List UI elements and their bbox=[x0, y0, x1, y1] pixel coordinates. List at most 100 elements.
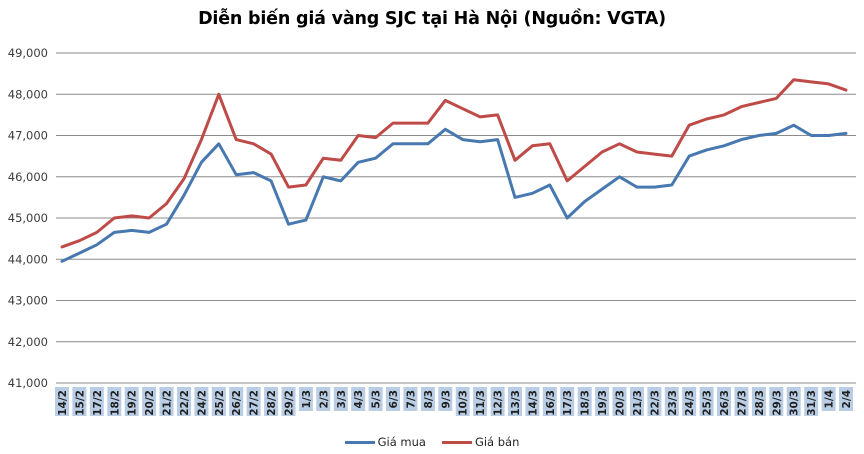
x-tick-highlight bbox=[281, 387, 296, 416]
x-tick-label: 22/3 bbox=[647, 387, 662, 416]
svg-text:21/3: 21/3 bbox=[632, 390, 644, 416]
x-tick-highlight bbox=[316, 387, 331, 411]
y-tick-label: 43,000 bbox=[8, 294, 48, 308]
x-tick-label: 21/2 bbox=[159, 387, 174, 416]
y-tick-label: 44,000 bbox=[8, 252, 48, 266]
svg-text:13/3: 13/3 bbox=[510, 390, 522, 416]
svg-text:7/3: 7/3 bbox=[405, 390, 417, 408]
gia-ban-line-series bbox=[60, 78, 848, 249]
y-tick-label: 46,000 bbox=[8, 170, 48, 184]
x-tick-label: 2/3 bbox=[316, 387, 331, 411]
x-tick-label: 29/2 bbox=[281, 387, 296, 416]
svg-text:18/3: 18/3 bbox=[580, 390, 592, 416]
svg-text:2/4: 2/4 bbox=[841, 390, 853, 408]
x-tick-highlight bbox=[72, 387, 87, 416]
y-tick-label: 49,000 bbox=[8, 46, 48, 60]
x-tick-label: 19/2 bbox=[124, 387, 139, 416]
svg-text:17/2: 17/2 bbox=[92, 390, 104, 416]
x-tick-highlight bbox=[595, 387, 610, 416]
x-tick-highlight bbox=[699, 387, 714, 416]
svg-text:24/3: 24/3 bbox=[684, 390, 696, 416]
x-tick-highlight bbox=[264, 387, 279, 416]
svg-text:6/3: 6/3 bbox=[388, 390, 400, 408]
x-tick-highlight bbox=[473, 387, 488, 416]
svg-text:2/3: 2/3 bbox=[318, 390, 330, 408]
x-tick-label: 26/2 bbox=[229, 387, 244, 416]
x-tick-label: 31/3 bbox=[804, 387, 819, 416]
svg-text:16/3: 16/3 bbox=[545, 390, 557, 416]
svg-text:29/3: 29/3 bbox=[771, 390, 783, 416]
x-tick-highlight bbox=[107, 387, 122, 416]
x-tick-label: 8/3 bbox=[420, 387, 435, 411]
x-tick-highlight bbox=[159, 387, 174, 416]
x-tick-highlight bbox=[403, 387, 418, 411]
x-tick-label: 17/3 bbox=[560, 387, 575, 416]
svg-text:19/2: 19/2 bbox=[127, 390, 139, 416]
legend-item-gia-mua: Giá mua bbox=[344, 435, 426, 449]
x-tick-highlight bbox=[194, 387, 209, 416]
svg-text:1/4: 1/4 bbox=[824, 390, 836, 408]
svg-text:1/3: 1/3 bbox=[301, 390, 313, 408]
svg-text:28/2: 28/2 bbox=[266, 390, 278, 416]
svg-text:20/2: 20/2 bbox=[144, 390, 156, 416]
x-tick-label: 19/3 bbox=[595, 387, 610, 416]
x-tick-highlight bbox=[490, 387, 505, 416]
legend: Giá mua Giá bán bbox=[0, 435, 864, 449]
x-tick-label: 2/4 bbox=[839, 387, 853, 411]
x-tick-label: 20/3 bbox=[612, 387, 627, 416]
x-tick-label: 1/3 bbox=[298, 387, 313, 411]
svg-text:31/3: 31/3 bbox=[806, 390, 818, 416]
svg-text:26/3: 26/3 bbox=[719, 390, 731, 416]
x-tick-highlight bbox=[804, 387, 819, 416]
x-tick-label: 11/3 bbox=[473, 387, 488, 416]
svg-text:11/3: 11/3 bbox=[475, 390, 487, 416]
x-tick-label: 16/3 bbox=[542, 387, 557, 416]
x-tick-label: 15/2 bbox=[72, 387, 87, 416]
x-tick-highlight bbox=[420, 387, 435, 411]
chart-title: Diễn biến giá vàng SJC tại Hà Nội (Nguồn… bbox=[198, 9, 666, 29]
x-tick-label: 14/2 bbox=[55, 387, 69, 416]
x-tick-label: 1/4 bbox=[821, 387, 836, 411]
svg-text:28/3: 28/3 bbox=[754, 390, 766, 416]
legend-label-gia-ban: Giá bán bbox=[474, 435, 520, 449]
svg-text:26/2: 26/2 bbox=[231, 390, 243, 416]
y-tick-label: 47,000 bbox=[8, 129, 48, 143]
x-tick-label: 14/3 bbox=[525, 387, 540, 416]
svg-text:15/2: 15/2 bbox=[74, 390, 86, 416]
x-tick-highlight bbox=[386, 387, 400, 411]
svg-text:30/3: 30/3 bbox=[789, 390, 801, 416]
svg-text:5/3: 5/3 bbox=[371, 390, 383, 408]
x-tick-label: 10/3 bbox=[455, 387, 470, 416]
x-tick-label: 7/3 bbox=[403, 387, 418, 411]
svg-text:20/3: 20/3 bbox=[615, 390, 627, 416]
x-tick-highlight bbox=[368, 387, 383, 411]
svg-text:22/3: 22/3 bbox=[649, 390, 661, 416]
x-tick-highlight bbox=[124, 387, 139, 416]
svg-text:18/2: 18/2 bbox=[109, 390, 121, 416]
svg-text:9/3: 9/3 bbox=[440, 390, 452, 408]
x-tick-label: 21/3 bbox=[629, 387, 644, 416]
x-tick-label: 9/3 bbox=[438, 387, 453, 411]
svg-text:25/2: 25/2 bbox=[214, 390, 226, 416]
x-tick-label: 27/2 bbox=[246, 387, 261, 416]
x-tick-highlight bbox=[525, 387, 540, 416]
x-tick-label: 20/2 bbox=[142, 387, 157, 416]
svg-text:10/3: 10/3 bbox=[458, 390, 470, 416]
x-tick-highlight bbox=[455, 387, 470, 416]
x-tick-highlight bbox=[438, 387, 453, 411]
svg-text:27/3: 27/3 bbox=[737, 390, 749, 416]
x-tick-highlight bbox=[751, 387, 766, 416]
gia-ban-line-swatch bbox=[441, 440, 472, 444]
x-tick-highlight bbox=[55, 387, 69, 416]
svg-text:12/3: 12/3 bbox=[493, 390, 505, 416]
x-tick-highlight bbox=[839, 387, 853, 411]
y-tick-label: 41,000 bbox=[8, 376, 48, 390]
x-tick-label: 23/3 bbox=[664, 387, 679, 416]
svg-text:4/3: 4/3 bbox=[353, 390, 365, 408]
x-tick-label: 27/3 bbox=[734, 387, 749, 416]
x-tick-highlight bbox=[647, 387, 662, 416]
x-tick-highlight bbox=[508, 387, 522, 416]
x-tick-label: 22/2 bbox=[177, 387, 191, 416]
x-tick-label: 5/3 bbox=[368, 387, 383, 411]
y-tick-label: 48,000 bbox=[8, 87, 48, 101]
